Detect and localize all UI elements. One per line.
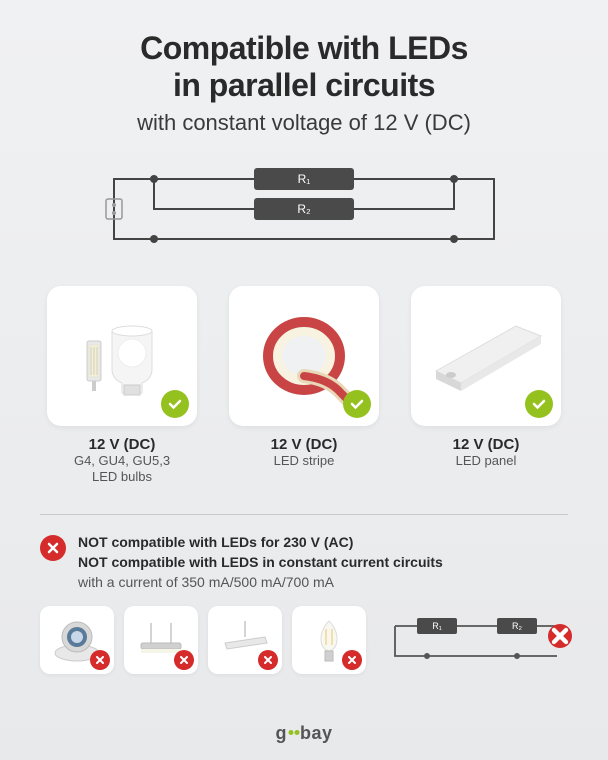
x-icon [90,650,110,670]
not-line-1: NOT compatible with LEDs for 230 V (AC) [78,533,443,553]
not-card-pendant [124,606,198,674]
product-card-stripe: 12 V (DC) LED stripe [222,286,386,487]
not-compatible-section: NOT compatible with LEDs for 230 V (AC) … [40,514,568,674]
check-icon [161,390,189,418]
resistor-r1-label: R₁ [298,172,311,186]
check-icon [525,390,553,418]
parallel-circuit-diagram: R₁ R₂ [94,164,514,254]
product-sub: LED stripe [274,453,335,470]
product-title: 12 V (DC) [453,436,520,453]
led-bulbs-icon [67,301,177,411]
x-icon [548,624,572,648]
product-box-stripe [229,286,379,426]
product-title: 12 V (DC) [271,436,338,453]
subtitle: with constant voltage of 12 V (DC) [40,110,568,136]
led-stripe-icon [249,301,359,411]
series-circuit-diagram: R₁ R₂ [386,606,568,674]
not-compatible-header: NOT compatible with LEDs for 230 V (AC) … [40,533,568,592]
product-title: 12 V (DC) [89,436,156,453]
product-box-bulbs [47,286,197,426]
not-compatible-row: R₁ R₂ [40,606,568,674]
title-line-1: Compatible with LEDs [140,30,468,66]
product-card-bulbs: 12 V (DC) G4, GU4, GU5,3 LED bulbs [40,286,204,487]
compatible-products-row: 12 V (DC) G4, GU4, GU5,3 LED bulbs 12 V … [40,286,568,487]
x-icon [342,650,362,670]
not-compatible-text: NOT compatible with LEDs for 230 V (AC) … [78,533,443,592]
resistor-r2-label: R₂ [297,202,311,216]
x-icon [40,535,66,561]
product-card-panel: 12 V (DC) LED panel [404,286,568,487]
product-sub: G4, GU4, GU5,3 [74,453,170,470]
not-card-spot [40,606,114,674]
product-sub: LED bulbs [92,469,152,486]
brand-logo: g bay [275,723,332,744]
x-icon [258,650,278,670]
not-line-2: NOT compatible with LEDS in constant cur… [78,553,443,573]
check-icon [343,390,371,418]
not-card-candle [292,606,366,674]
not-card-flatpanel [208,606,282,674]
brand-dots-icon [288,731,299,736]
title-line-2: in parallel circuits [173,67,435,103]
brand-pre: g [275,723,287,744]
product-sub: LED panel [456,453,517,470]
product-box-panel [411,286,561,426]
svg-text:R₂: R₂ [512,621,522,631]
svg-text:R₁: R₁ [432,621,442,631]
x-icon [174,650,194,670]
brand-post: bay [300,723,333,744]
not-line-3: with a current of 350 mA/500 mA/700 mA [78,573,443,593]
page-title: Compatible with LEDs in parallel circuit… [40,30,568,104]
